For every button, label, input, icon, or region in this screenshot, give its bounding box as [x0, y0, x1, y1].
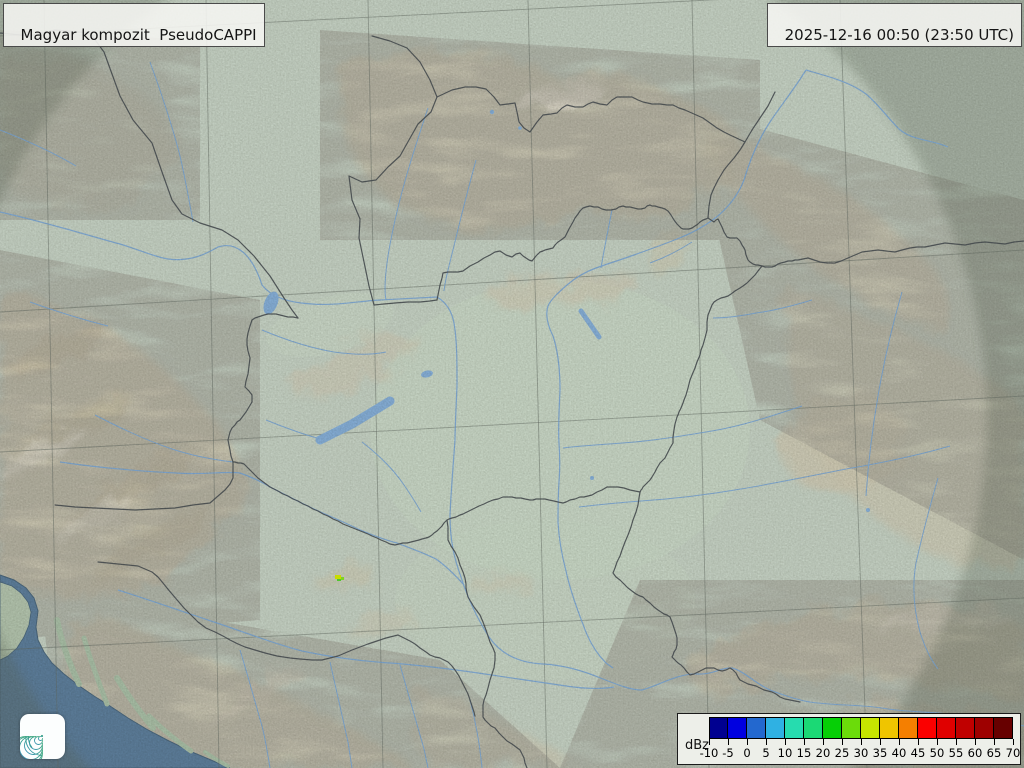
legend-color-cell — [766, 717, 785, 739]
radar-echo — [335, 575, 341, 579]
legend-tick — [728, 739, 729, 745]
legend-color-cell — [823, 717, 842, 739]
radar-echo — [337, 579, 341, 581]
legend-color-cell — [842, 717, 861, 739]
legend-tick-label: 10 — [777, 746, 793, 760]
legend-color-cell — [709, 717, 728, 739]
legend-tick-label: 35 — [872, 746, 888, 760]
legend-tick-label: 20 — [815, 746, 831, 760]
legend-tick-label: 70 — [1005, 746, 1021, 760]
legend-tick — [747, 739, 748, 745]
legend-tick — [994, 739, 995, 745]
legend-tick — [937, 739, 938, 745]
legend-tick-label: 60 — [967, 746, 983, 760]
legend-tick-label: 5 — [762, 746, 770, 760]
legend-tick — [975, 739, 976, 745]
legend-tick-label: -5 — [722, 746, 734, 760]
legend-tick — [709, 739, 710, 745]
legend-color-cell — [899, 717, 918, 739]
legend-tick — [880, 739, 881, 745]
legend-tick-label: 55 — [948, 746, 964, 760]
dbz-unit-label: dBz — [685, 738, 709, 753]
legend-tick-label: 25 — [834, 746, 850, 760]
legend-tick — [1013, 739, 1014, 745]
legend-color-cell — [804, 717, 823, 739]
legend-tick-label: 45 — [910, 746, 926, 760]
legend-tick — [785, 739, 786, 745]
legend-color-cell — [747, 717, 766, 739]
legend-tick-label: 50 — [929, 746, 945, 760]
legend-tick-label: -10 — [699, 746, 719, 760]
legend-tick-label: 15 — [796, 746, 812, 760]
legend-tick — [823, 739, 824, 745]
dbz-color-scale: dBz -10 -5 0 5 10 15 20 25 30 35 40 45 50 55 60 65 70 — [677, 713, 1021, 765]
legend-tick — [804, 739, 805, 745]
legend-color-cell — [937, 717, 956, 739]
legend-tick — [918, 739, 919, 745]
legend-tick-label: 65 — [986, 746, 1002, 760]
legend-tick — [861, 739, 862, 745]
legend-color-cell — [994, 717, 1013, 739]
legend-tick-label: 40 — [891, 746, 907, 760]
product-label: Magyar kompozit PseudoCAPPI — [20, 26, 257, 44]
legend-color-cell — [918, 717, 937, 739]
radar-echo — [341, 577, 344, 580]
legend-color-cells — [709, 717, 1013, 739]
radar-echo-layer — [335, 575, 344, 581]
timestamp-box: 2025-12-16 00:50 (23:50 UTC) — [767, 3, 1022, 47]
legend-color-cell — [956, 717, 975, 739]
legend-tick — [842, 739, 843, 745]
timestamp-label: 2025-12-16 00:50 (23:50 UTC) — [784, 26, 1014, 44]
legend-color-cell — [785, 717, 804, 739]
hungaromet-logo — [9, 714, 65, 768]
spiral-logo-icon — [9, 734, 44, 768]
legend-color-cell — [728, 717, 747, 739]
legend-tick-label: 0 — [743, 746, 751, 760]
legend-tick — [956, 739, 957, 745]
product-label-box: Magyar kompozit PseudoCAPPI — [3, 3, 265, 47]
legend-tick — [766, 739, 767, 745]
legend-color-cell — [880, 717, 899, 739]
legend-tick — [899, 739, 900, 745]
legend-color-cell — [975, 717, 994, 739]
legend-tick-label: 30 — [853, 746, 869, 760]
legend-color-cell — [861, 717, 880, 739]
